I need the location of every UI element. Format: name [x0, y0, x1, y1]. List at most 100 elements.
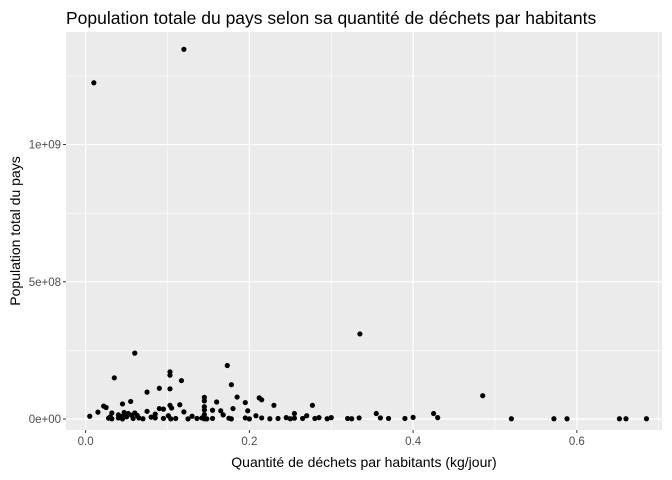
data-point — [402, 415, 408, 422]
data-point — [324, 416, 330, 422]
data-point — [194, 415, 200, 422]
data-point — [228, 382, 234, 388]
data-point — [209, 415, 216, 422]
data-point — [201, 407, 207, 413]
data-point — [152, 415, 158, 421]
data-point — [103, 404, 109, 411]
data-point — [224, 362, 230, 369]
data-point — [209, 407, 216, 413]
x-axis-title: Quantité de déchets par habitants (kg/jo… — [231, 454, 496, 470]
data-point — [178, 377, 185, 384]
data-point — [564, 416, 570, 422]
data-point — [220, 412, 226, 418]
data-point — [181, 46, 187, 52]
data-point — [616, 416, 623, 422]
data-point — [291, 415, 298, 421]
data-point — [167, 372, 173, 378]
data-point — [148, 414, 154, 420]
data-point — [373, 410, 379, 417]
data-point — [119, 401, 126, 407]
x-tick-label: 0.2 — [241, 436, 257, 448]
data-point — [156, 405, 162, 412]
data-point — [185, 416, 191, 422]
chart-title: Population totale du pays selon sa quant… — [66, 8, 596, 28]
data-point — [623, 416, 629, 422]
data-points — [87, 46, 650, 422]
data-point — [140, 416, 146, 422]
data-point — [132, 350, 138, 356]
data-point — [480, 393, 486, 399]
data-point — [177, 402, 183, 408]
data-point — [115, 415, 121, 421]
data-point — [168, 416, 174, 422]
data-point — [201, 394, 207, 400]
y-tick-label: 1e+09 — [29, 140, 61, 152]
data-point — [204, 416, 210, 422]
data-point — [201, 398, 207, 404]
data-point — [242, 415, 248, 421]
data-point — [167, 386, 173, 392]
data-point — [259, 397, 265, 403]
x-axis-ticks: 0.0 0.2 0.4 0.6 — [78, 430, 585, 448]
data-point — [316, 415, 322, 421]
y-axis-ticks: 0e+00 5e+08 1e+09 — [29, 140, 66, 426]
data-point — [508, 416, 514, 422]
data-point — [283, 415, 289, 421]
data-point — [181, 409, 187, 415]
data-point — [218, 408, 224, 414]
data-point — [356, 415, 362, 421]
data-point — [87, 413, 93, 419]
data-point — [377, 415, 383, 421]
data-point — [109, 416, 115, 422]
data-point — [246, 416, 252, 422]
data-point — [312, 415, 318, 422]
data-point — [123, 414, 130, 420]
data-point — [299, 415, 306, 422]
data-point — [228, 416, 234, 422]
grid-minor — [66, 32, 662, 430]
data-point — [128, 398, 134, 405]
data-point — [144, 408, 150, 414]
data-point — [234, 394, 240, 400]
y-tick-label: 5e+08 — [29, 277, 61, 289]
data-point — [345, 415, 351, 422]
x-tick-label: 0.0 — [78, 436, 94, 448]
y-axis-title: Population total du pays — [7, 156, 23, 305]
data-point — [95, 409, 101, 415]
data-point — [253, 413, 259, 419]
data-point — [160, 406, 167, 412]
data-point — [245, 408, 251, 414]
data-point — [156, 385, 162, 391]
data-point — [385, 415, 392, 422]
data-point — [291, 410, 298, 417]
data-point — [173, 415, 179, 422]
data-point — [136, 415, 142, 421]
data-point — [328, 415, 334, 421]
data-point — [304, 413, 310, 419]
data-point — [410, 414, 416, 420]
y-tick-label: 0e+00 — [29, 414, 61, 426]
data-point — [551, 416, 557, 422]
plot-panel — [66, 32, 662, 430]
data-point — [430, 410, 437, 417]
data-point — [309, 402, 316, 408]
x-tick-label: 0.4 — [405, 436, 422, 448]
data-point — [214, 399, 220, 405]
data-point — [349, 416, 355, 422]
data-point — [267, 416, 273, 422]
data-point — [91, 80, 97, 86]
data-point — [275, 415, 281, 422]
data-point — [130, 415, 136, 422]
data-point — [144, 389, 150, 395]
data-point — [111, 375, 117, 381]
data-point — [271, 402, 277, 408]
data-point — [189, 413, 195, 419]
data-point — [160, 415, 167, 422]
data-point — [119, 416, 126, 422]
data-point — [259, 415, 265, 421]
data-point — [435, 415, 441, 421]
x-tick-label: 0.6 — [569, 436, 585, 448]
data-point — [152, 411, 158, 417]
data-point — [242, 399, 248, 406]
